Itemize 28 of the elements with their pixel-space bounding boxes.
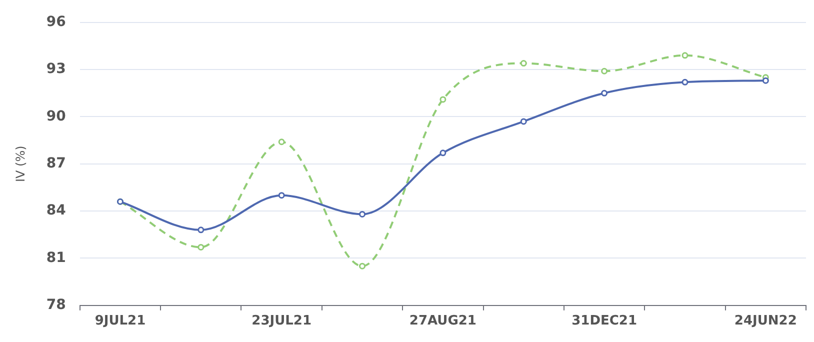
point xyxy=(682,52,688,59)
x-tick-label: 9JUL21 xyxy=(94,314,146,329)
point xyxy=(278,138,285,146)
point xyxy=(359,210,366,218)
point xyxy=(601,68,608,74)
x-tick-label: 31DEC21 xyxy=(572,314,638,329)
y-tick-label: 87 xyxy=(46,156,66,172)
y-tick-label: 78 xyxy=(46,297,66,314)
point xyxy=(198,226,204,234)
point xyxy=(359,262,366,270)
y-tick-label: 84 xyxy=(46,202,66,219)
y-tick-label: 90 xyxy=(46,108,66,124)
y-tick-label: 81 xyxy=(46,250,66,266)
x-tick-label: 23JUL21 xyxy=(252,314,312,329)
point xyxy=(762,77,769,84)
x-tick-label: 27AUG21 xyxy=(409,314,476,329)
point xyxy=(278,192,285,199)
point xyxy=(601,90,608,96)
y-tick-label: 93 xyxy=(46,61,66,78)
point xyxy=(520,60,527,67)
point xyxy=(682,78,688,86)
point xyxy=(440,96,446,103)
point xyxy=(520,118,527,125)
y-axis-title: IV (%) xyxy=(13,146,28,182)
y-tick-label: 96 xyxy=(46,14,66,30)
x-tick-label: 24JUN22 xyxy=(734,314,797,329)
point xyxy=(198,244,204,250)
point xyxy=(440,150,446,156)
